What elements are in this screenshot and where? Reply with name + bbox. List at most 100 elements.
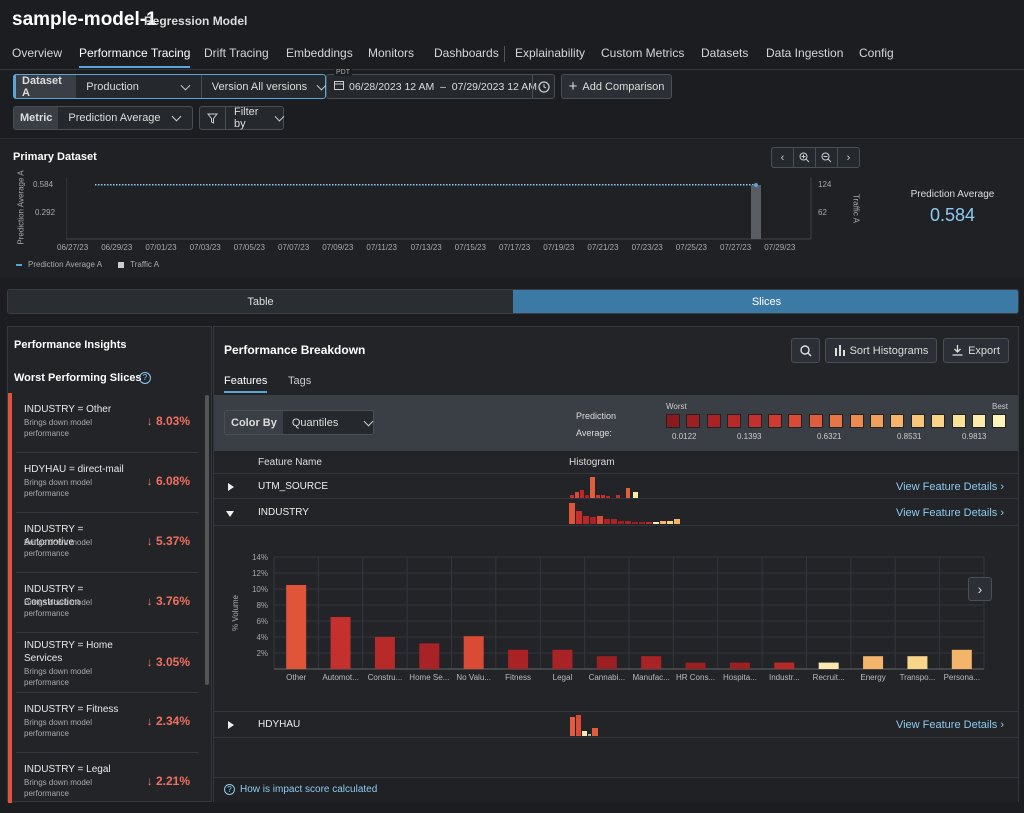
prediction-point (410, 184, 412, 186)
sort-histograms-button[interactable]: Sort Histograms (825, 338, 937, 363)
impact-help-link[interactable]: ? How is impact score calculated (224, 784, 377, 795)
prediction-point (644, 184, 646, 186)
prediction-point (218, 184, 220, 186)
chevron-right-icon: › (977, 581, 983, 597)
filter-label: Filter by (234, 106, 259, 130)
metric-selector[interactable]: Metric Prediction Average (13, 106, 193, 130)
prediction-point (701, 184, 703, 186)
slice-name: INDUSTRY = Home Services (24, 640, 113, 664)
chevron-left-icon[interactable]: ‹ (772, 148, 794, 167)
collapse-icon[interactable] (226, 511, 234, 517)
legend-swatch (992, 414, 1007, 428)
tab-tags[interactable]: Tags (288, 375, 312, 387)
slice-item[interactable]: INDUSTRY = Home Services Brings down mode… (16, 633, 198, 693)
expand-icon[interactable] (228, 721, 234, 729)
prediction-point (140, 184, 142, 186)
add-comparison-button[interactable]: + Add Comparison (561, 74, 672, 99)
table-tab[interactable]: Table (8, 290, 513, 313)
filter-by-button[interactable]: Filter by (199, 106, 285, 130)
prediction-point (614, 184, 616, 186)
prediction-point (101, 184, 103, 186)
primary-dataset-title: Primary Dataset (13, 151, 97, 163)
chevron-right-icon[interactable]: › (846, 151, 851, 164)
prediction-point (734, 184, 736, 186)
prediction-point (425, 184, 427, 186)
prediction-point (668, 184, 670, 186)
help-text: How is impact score calculated (240, 784, 378, 795)
slice-item[interactable]: INDUSTRY = Construction Brings down model… (16, 573, 198, 633)
x-tick-label: Automot... (322, 673, 358, 682)
prediction-point (290, 184, 292, 186)
feature-row[interactable]: HDYHAU View Feature Details › (214, 712, 1018, 738)
prediction-point (143, 184, 145, 186)
prediction-point (254, 184, 256, 186)
clock-icon[interactable] (532, 75, 554, 98)
prediction-point (659, 184, 661, 186)
date-range-picker[interactable]: 06/28/2023 12 AM – 07/29/2023 12 AM (326, 74, 555, 99)
x-tick-label: 07/03/23 (189, 243, 221, 252)
legend-tick: 0.0122 (672, 432, 697, 441)
bar-no-valu- (463, 636, 484, 669)
tab-config[interactable]: Config (859, 46, 894, 60)
zoom-out-icon[interactable] (816, 148, 838, 167)
tab-overview[interactable]: Overview (12, 46, 63, 60)
prediction-point (401, 184, 403, 186)
prediction-point (404, 184, 406, 186)
dataset-selector[interactable]: Dataset A Production Version All version… (13, 74, 327, 99)
tab-custom-metrics[interactable]: Custom Metrics (601, 46, 685, 60)
tab-explainability[interactable]: Explainability (515, 46, 586, 60)
feature-row[interactable]: UTM_SOURCE View Feature Details › (214, 473, 1018, 499)
chart-next-button[interactable]: › (968, 577, 992, 601)
prediction-point (275, 184, 277, 186)
y-right-axis-label: Traffic A (846, 179, 866, 239)
feature-row[interactable]: INDUSTRY View Feature Details › (214, 500, 1018, 526)
x-tick-label: 07/09/23 (322, 243, 354, 252)
prediction-point (305, 184, 307, 186)
search-button[interactable] (791, 338, 820, 363)
color-by-selector[interactable]: Color By Quantiles (224, 410, 374, 435)
sort-label: Sort Histograms (849, 344, 929, 357)
tab-data-ingestion[interactable]: Data Ingestion (766, 46, 844, 60)
tab-performance-tracing[interactable]: Performance Tracing (79, 46, 191, 68)
version-value[interactable]: Version All versions (200, 75, 316, 98)
scrollbar[interactable] (205, 395, 209, 685)
prediction-series (95, 184, 757, 186)
slice-item[interactable]: INDUSTRY = Legal Brings down model perfor… (16, 753, 198, 813)
prediction-point (167, 184, 169, 186)
bar-constru- (374, 637, 395, 669)
prediction-point (311, 184, 313, 186)
view-feature-details-link[interactable]: View Feature Details › (896, 507, 1004, 519)
help-icon[interactable]: ? (139, 372, 151, 384)
y-tick-label: 4% (256, 633, 268, 642)
bar-persona- (951, 649, 972, 669)
prediction-point (482, 184, 484, 186)
slice-item[interactable]: INDUSTRY = Automotive Brings down model p… (16, 513, 198, 573)
legend-swatch (808, 414, 823, 428)
legend-swatch (931, 414, 946, 428)
tab-datasets[interactable]: Datasets (701, 46, 749, 60)
view-feature-details-link[interactable]: View Feature Details › (896, 719, 1004, 731)
tab-monitors[interactable]: Monitors (368, 46, 415, 60)
slice-item[interactable]: INDUSTRY = Fitness Brings down model perf… (16, 693, 198, 753)
tab-dashboards[interactable]: Dashboards (434, 46, 499, 60)
prediction-point (389, 184, 391, 186)
x-tick-label: 07/07/23 (278, 243, 310, 252)
tab-embeddings[interactable]: Embeddings (286, 46, 353, 60)
export-button[interactable]: Export (943, 338, 1009, 363)
tab-features[interactable]: Features (224, 375, 268, 393)
zoom-in-icon[interactable] (794, 148, 816, 167)
tab-drift-tracing[interactable]: Drift Tracing (204, 46, 269, 60)
slice-item[interactable]: INDUSTRY = Other Brings down model perfor… (16, 393, 198, 453)
x-tick-label: 07/23/23 (631, 243, 663, 252)
view-feature-details-link[interactable]: View Feature Details › (896, 481, 1004, 493)
slices-tab[interactable]: Slices (513, 290, 1018, 313)
slice-item[interactable]: HDYHAU = direct-mail Brings down model pe… (16, 453, 198, 513)
prediction-point (302, 184, 304, 186)
prediction-point (272, 184, 274, 186)
prediction-point (269, 184, 271, 186)
x-tick-label: No Valu... (456, 673, 491, 682)
y-left-axis-label: Prediction Average A (14, 170, 26, 253)
expand-icon[interactable] (228, 483, 234, 491)
prediction-point (689, 184, 691, 186)
prediction-point (332, 184, 334, 186)
